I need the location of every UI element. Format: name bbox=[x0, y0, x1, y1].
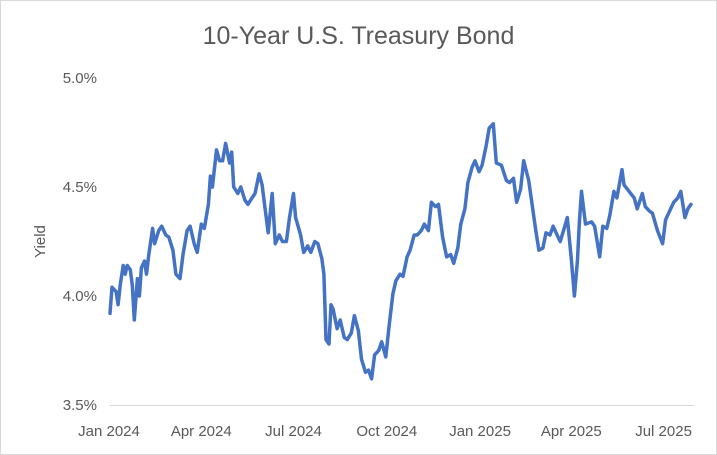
y-axis-title: Yield bbox=[32, 225, 49, 258]
series-line-yield bbox=[108, 122, 693, 381]
y-tick-label: 5.0% bbox=[63, 70, 97, 87]
x-tick-label: Jul 2024 bbox=[265, 423, 322, 440]
x-tick-label: Apr 2025 bbox=[541, 423, 602, 440]
x-tick-label: Jul 2025 bbox=[635, 423, 692, 440]
y-tick-label: 4.0% bbox=[63, 288, 97, 305]
x-axis-ticks: Jan 2024 Apr 2024 Jul 2024 Oct 2024 Jan 2025… bbox=[78, 423, 692, 440]
y-tick-label: 3.5% bbox=[63, 397, 97, 414]
chart-title: 10-Year U.S. Treasury Bond bbox=[202, 22, 515, 50]
x-tick-label: Apr 2024 bbox=[171, 423, 232, 440]
x-tick-label: Oct 2024 bbox=[356, 423, 417, 440]
y-axis-ticks: 3.5% 4.0% 4.5% 5.0% bbox=[63, 70, 97, 414]
y-tick-label: 4.5% bbox=[63, 179, 97, 196]
x-tick-label: Jan 2025 bbox=[449, 423, 511, 440]
x-tick-label: Jan 2024 bbox=[78, 423, 140, 440]
